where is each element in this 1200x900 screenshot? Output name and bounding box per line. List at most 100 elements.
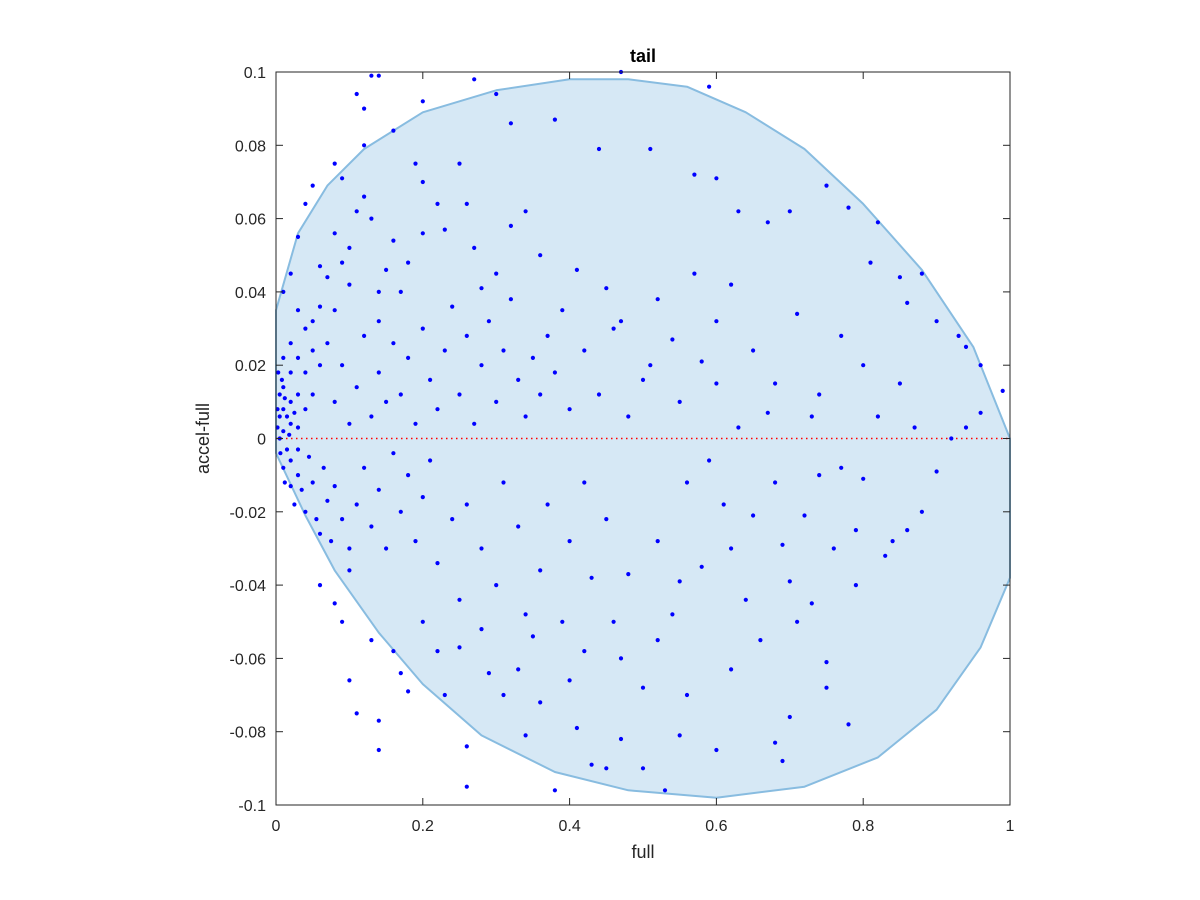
data-point [362, 465, 367, 470]
data-point [288, 341, 293, 346]
data-point [956, 333, 961, 338]
data-point [773, 740, 778, 745]
data-point [684, 480, 690, 485]
data-point [802, 513, 807, 518]
y-tick-label: -0.02 [230, 505, 267, 522]
data-point [596, 392, 602, 397]
data-point [420, 619, 425, 624]
data-point [376, 718, 381, 723]
chart-title: tail [630, 46, 656, 66]
data-point [640, 377, 646, 382]
data-point [369, 414, 374, 419]
data-point [773, 480, 778, 485]
data-point [501, 692, 506, 698]
data-point [897, 275, 903, 280]
data-point [751, 348, 756, 353]
data-point [310, 183, 315, 188]
data-point [479, 363, 484, 368]
data-point [765, 220, 770, 225]
data-point [340, 363, 345, 368]
data-point [582, 348, 587, 353]
data-point [861, 363, 866, 368]
data-point [567, 539, 572, 544]
data-point [413, 421, 418, 426]
data-point [281, 465, 286, 470]
data-point [376, 487, 381, 492]
data-point [538, 392, 543, 397]
x-tick-label: 0.8 [852, 818, 874, 835]
data-point [292, 502, 297, 507]
data-point [684, 692, 690, 698]
x-tick-label: 0 [272, 818, 281, 835]
data-point [276, 370, 281, 375]
data-point [567, 678, 572, 683]
data-point [817, 473, 822, 478]
data-point [329, 539, 334, 544]
data-point [839, 465, 844, 470]
data-point [714, 319, 719, 324]
data-point [303, 407, 308, 412]
data-point [567, 407, 572, 412]
data-point [523, 209, 528, 214]
x-axis-label: full [631, 842, 654, 862]
data-point [362, 194, 367, 199]
data-point [780, 542, 785, 547]
data-point [420, 99, 425, 104]
data-point [596, 146, 602, 152]
data-point [282, 480, 287, 485]
y-tick-label: 0.1 [244, 65, 266, 82]
data-point [508, 223, 513, 228]
data-point [890, 539, 895, 544]
data-point [325, 498, 330, 503]
data-point [406, 260, 411, 265]
data-point [288, 458, 293, 463]
x-tick-label: 0.4 [558, 818, 580, 835]
data-point [406, 689, 411, 694]
data-point [391, 238, 396, 243]
data-point [472, 77, 477, 82]
y-tick-label: -0.06 [230, 651, 267, 668]
data-point [552, 370, 558, 375]
data-point [626, 414, 631, 419]
data-point [362, 333, 367, 338]
data-point [435, 201, 440, 206]
data-point [428, 458, 433, 463]
data-point [486, 671, 491, 676]
data-point [288, 421, 293, 426]
data-point [310, 319, 315, 324]
y-tick-label: 0.02 [235, 358, 266, 375]
data-point [883, 553, 888, 558]
data-point [406, 355, 411, 360]
data-point [340, 176, 345, 181]
data-point [284, 447, 290, 452]
data-point [868, 260, 873, 265]
data-point [391, 341, 396, 346]
data-point [340, 619, 345, 624]
data-point [846, 205, 851, 210]
data-point [413, 539, 418, 544]
data-point [516, 524, 521, 529]
data-point [457, 645, 462, 650]
x-tick-label: 0.2 [412, 818, 434, 835]
data-point [347, 568, 352, 573]
data-point [604, 517, 609, 522]
data-point [295, 425, 301, 430]
data-point [303, 326, 308, 331]
data-point [354, 209, 359, 214]
data-point [457, 597, 462, 602]
data-point [362, 143, 367, 148]
data-point [332, 161, 337, 166]
data-point [457, 161, 462, 166]
data-point [369, 216, 374, 221]
data-point [618, 319, 624, 324]
data-point [391, 128, 396, 133]
data-point [347, 421, 352, 426]
data-point [963, 344, 969, 349]
data-point [538, 568, 543, 573]
data-point [677, 733, 682, 738]
data-point [699, 564, 704, 569]
data-point [281, 407, 286, 412]
data-point [523, 612, 528, 617]
data-point [897, 381, 903, 386]
data-point [560, 308, 565, 313]
